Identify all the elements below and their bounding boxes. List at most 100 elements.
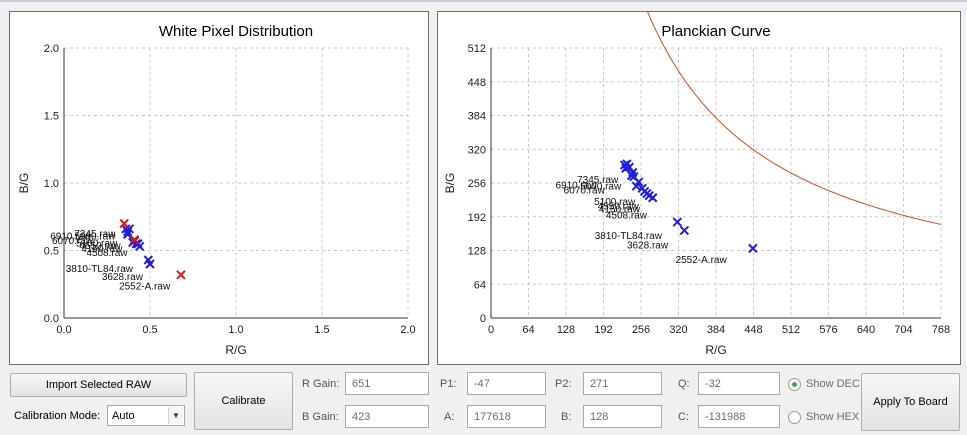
- point-label: 5100.raw: [594, 197, 636, 208]
- y-tick-label: 1.5: [44, 111, 59, 123]
- planckian-curve-line: [647, 12, 941, 225]
- point-label: 2552-A.raw: [676, 255, 728, 266]
- red-marker: [119, 218, 129, 229]
- x-tick-label: 128: [557, 324, 575, 336]
- y-tick-label: 384: [468, 111, 486, 123]
- point-label: 7345.raw: [74, 229, 116, 240]
- point-label: 4508.raw: [606, 210, 648, 221]
- b-field[interactable]: 128: [583, 405, 662, 428]
- x-tick-label: 448: [744, 324, 762, 336]
- radio-selected-icon[interactable]: [788, 377, 801, 391]
- chart-title: Planckian Curve: [661, 23, 770, 40]
- x-tick-label: 768: [932, 324, 950, 336]
- show-dec-radio[interactable]: Show DEC: [788, 376, 860, 392]
- point-label: 3628.raw: [102, 272, 144, 283]
- r-gain-field[interactable]: 651: [345, 372, 429, 395]
- x-tick-label: 576: [819, 324, 837, 336]
- show-hex-label: Show HEX: [806, 411, 860, 423]
- y-tick-label: 512: [468, 43, 486, 55]
- c-field[interactable]: -131988: [698, 405, 780, 428]
- point-label: 4150.raw: [599, 205, 641, 216]
- b-label: B:: [561, 410, 572, 423]
- p2-label: P2:: [555, 377, 572, 390]
- blue-marker: [624, 162, 634, 172]
- calibration-mode-select[interactable]: Auto ▼: [107, 405, 185, 426]
- a-label: A:: [444, 410, 455, 423]
- r-gain-label: R Gain:: [302, 377, 340, 390]
- y-tick-label: 320: [468, 144, 486, 156]
- x-tick-label: 320: [669, 324, 687, 336]
- point-label: 4508.raw: [86, 248, 128, 259]
- y-tick-label: 0.5: [44, 246, 59, 258]
- x-axis-label: R/G: [225, 343, 246, 357]
- import-selected-raw-button[interactable]: Import Selected RAW: [10, 373, 187, 397]
- calibration-mode-label: Calibration Mode:: [14, 409, 101, 422]
- x-tick-label: 192: [594, 324, 612, 336]
- point-label: 5000.raw: [580, 181, 622, 192]
- chevron-down-icon[interactable]: ▼: [168, 407, 183, 424]
- x-axis-label: R/G: [705, 343, 726, 357]
- y-tick-label: 0.0: [44, 313, 59, 325]
- p1-label: P1:: [440, 377, 457, 390]
- q-field[interactable]: -32: [698, 372, 780, 395]
- point-label: 3810-TL84.raw: [595, 231, 663, 242]
- blue-marker: [679, 225, 690, 236]
- y-tick-label: 128: [468, 246, 486, 258]
- blue-marker: [748, 243, 758, 254]
- radio-unselected-icon[interactable]: [788, 410, 801, 424]
- white-pixel-distribution-chart: White Pixel Distribution 0.0 0.5 1.0 1.5 2.0 0…: [9, 11, 429, 365]
- x-tick-label: 1.0: [228, 324, 243, 336]
- point-label: 2552-A.raw: [119, 282, 171, 293]
- x-tick-label: 0: [488, 324, 494, 336]
- planckian-curve-plot: Planckian Curve 0 64 128 192 256 320 384 448 512 5…: [443, 12, 950, 357]
- point-label: 6070.raw: [564, 186, 606, 197]
- y-axis-label: B/G: [17, 173, 31, 194]
- point-label: 6910.raw: [50, 232, 92, 243]
- x-tick-label: 640: [857, 324, 875, 336]
- x-tick-label: 384: [707, 324, 725, 336]
- show-hex-radio[interactable]: Show HEX: [788, 409, 859, 425]
- x-tick-label: 704: [894, 324, 912, 336]
- apply-to-board-button[interactable]: Apply To Board: [861, 373, 960, 431]
- y-tick-label: 64: [474, 279, 486, 291]
- point-label: 3628.raw: [627, 240, 669, 251]
- b-gain-field[interactable]: 423: [345, 405, 429, 428]
- point-label: 6910.raw: [555, 180, 597, 191]
- calibrate-button[interactable]: Calibrate: [194, 372, 293, 430]
- x-tick-label: 64: [522, 324, 534, 336]
- red-marker: [176, 270, 186, 280]
- point-label: 5000.raw: [74, 232, 116, 243]
- c-label: C:: [678, 410, 689, 423]
- y-tick-label: 448: [468, 77, 486, 89]
- window-top-border: [0, 0, 967, 2]
- point-label: 4550.raw: [598, 201, 640, 212]
- white-pixel-plot: White Pixel Distribution 0.0 0.5 1.0 1.5 2.0 0…: [17, 23, 416, 357]
- x-tick-label: 1.5: [314, 324, 329, 336]
- point-label: 4150.raw: [81, 244, 123, 255]
- y-tick-label: 192: [468, 212, 486, 224]
- y-tick-label: 1.0: [44, 178, 59, 190]
- p2-field[interactable]: 271: [583, 372, 662, 395]
- q-label: Q:: [678, 377, 690, 390]
- point-label: 5100.raw: [76, 238, 118, 249]
- point-label: 7345.raw: [577, 175, 619, 186]
- x-tick-label: 2.0: [400, 324, 415, 336]
- blue-marker: [145, 259, 155, 269]
- b-gain-label: B Gain:: [302, 410, 339, 423]
- x-tick-label: 256: [632, 324, 650, 336]
- a-field[interactable]: 177618: [467, 405, 546, 428]
- blue-marker: [672, 217, 683, 227]
- x-tick-label: 0.0: [56, 324, 71, 336]
- blue-marker: [633, 177, 644, 187]
- red-marker: [129, 234, 140, 245]
- y-tick-label: 2.0: [44, 43, 59, 55]
- y-tick-label: 256: [468, 178, 486, 190]
- x-tick-label: 512: [782, 324, 800, 336]
- blue-marker: [648, 193, 658, 203]
- blue-marker: [122, 229, 133, 240]
- planckian-curve-chart: Planckian Curve 0 64 128 192 256 320 384 448 512 5…: [437, 11, 961, 365]
- y-axis-label: B/G: [443, 173, 457, 194]
- point-label: 3810-TL84.raw: [66, 264, 134, 275]
- calibration-mode-value: Auto: [112, 409, 135, 422]
- p1-field[interactable]: -47: [467, 372, 546, 395]
